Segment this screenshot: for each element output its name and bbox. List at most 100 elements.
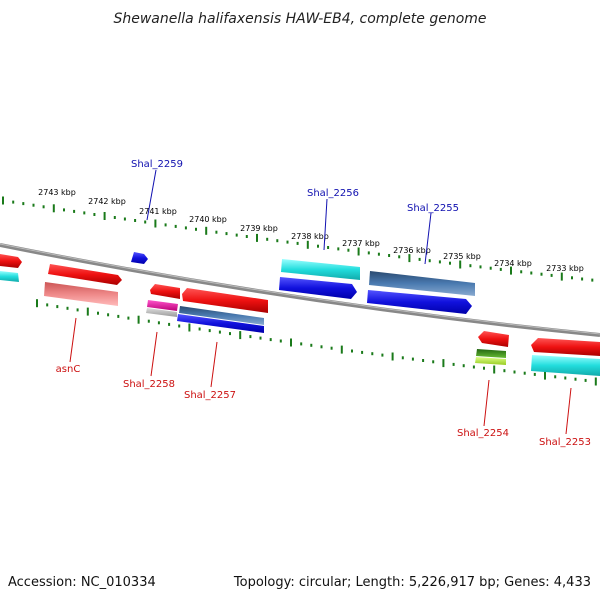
gene-feature-red[interactable] xyxy=(0,254,22,268)
kbp-label: 2734 kbp xyxy=(494,259,532,268)
label-leaders xyxy=(69,169,572,435)
minor-tick xyxy=(327,246,330,249)
gene-feature-steel[interactable] xyxy=(369,271,475,296)
minor-tick xyxy=(401,356,404,360)
minor-tick xyxy=(438,260,441,264)
minor-tick xyxy=(530,271,533,275)
minor-tick xyxy=(550,273,553,277)
minor-tick xyxy=(276,239,279,243)
major-tick xyxy=(256,233,258,242)
gene-feature-red[interactable] xyxy=(150,284,180,299)
minor-tick xyxy=(377,252,380,256)
map-title: Shewanella halifaxensis HAW-EB4, complet… xyxy=(113,11,486,27)
minor-tick xyxy=(266,237,269,241)
minor-tick xyxy=(195,227,197,231)
gene-feature-red[interactable] xyxy=(478,331,509,347)
minor-tick xyxy=(571,276,573,280)
gene-feature-green[interactable] xyxy=(476,349,506,358)
minor-tick xyxy=(483,366,485,370)
accession-text: Accession: NC_010334 xyxy=(8,575,156,590)
gene-feature-steel[interactable] xyxy=(179,306,264,325)
major-tick xyxy=(188,323,191,332)
minor-tick xyxy=(418,257,421,261)
gene-label-shal-2259[interactable]: Shal_2259 xyxy=(131,159,183,170)
minor-tick xyxy=(381,353,384,357)
minor-tick xyxy=(249,335,252,339)
minor-tick xyxy=(174,224,177,228)
gene-feature-lightgreen[interactable] xyxy=(475,357,506,365)
minor-tick xyxy=(229,332,231,336)
gene-label-shal-2255[interactable]: Shal_2255 xyxy=(407,203,459,214)
leader-line xyxy=(565,387,572,435)
minor-tick xyxy=(584,378,587,382)
minor-tick xyxy=(76,308,79,312)
minor-tick xyxy=(351,349,353,353)
gene-feature-pink[interactable] xyxy=(44,282,118,306)
minor-tick xyxy=(245,235,248,238)
gene-feature-magenta[interactable] xyxy=(147,300,178,311)
major-tick xyxy=(442,359,445,368)
minor-tick xyxy=(300,342,303,346)
major-tick xyxy=(459,260,462,269)
gene-feature-blue[interactable] xyxy=(367,290,472,314)
minor-tick xyxy=(83,211,86,215)
kbp-label: 2740 kbp xyxy=(189,215,227,224)
kbp-label: 2743 kbp xyxy=(38,188,76,197)
genome-backbone xyxy=(0,243,600,337)
gene-feature-red[interactable] xyxy=(48,264,122,285)
minor-tick xyxy=(513,370,516,374)
minor-tick xyxy=(317,244,319,248)
minor-tick xyxy=(452,362,455,366)
gene-label-shal-2253[interactable]: Shal_2253 xyxy=(539,437,591,448)
minor-tick xyxy=(296,241,299,245)
gene-feature-red[interactable] xyxy=(531,338,600,356)
minor-tick xyxy=(12,200,15,204)
gene-label-shal-2258[interactable]: Shal_2258 xyxy=(123,379,175,390)
gene-feature-blue[interactable] xyxy=(177,314,264,333)
gene-label-shal-2257[interactable]: Shal_2257 xyxy=(184,390,236,401)
minor-tick xyxy=(310,343,313,347)
gene-feature-cyan[interactable] xyxy=(531,355,600,376)
minor-tick xyxy=(499,267,502,271)
minor-tick xyxy=(93,213,96,216)
minor-tick xyxy=(73,209,76,213)
minor-tick xyxy=(422,359,425,362)
major-tick xyxy=(86,307,89,316)
major-tick xyxy=(52,204,55,213)
gene-label-asnc[interactable]: asnC xyxy=(56,364,81,375)
minor-tick xyxy=(523,371,526,375)
minor-tick xyxy=(134,219,137,222)
major-tick xyxy=(408,254,411,263)
minor-tick xyxy=(184,226,187,230)
gene-label-shal-2256[interactable]: Shal_2256 xyxy=(307,188,359,199)
minor-tick xyxy=(117,314,120,318)
major-tick xyxy=(391,352,394,361)
major-tick xyxy=(290,338,292,347)
kbp-label: 2736 kbp xyxy=(393,246,431,255)
gene-feature-blue[interactable] xyxy=(279,277,357,299)
minor-tick xyxy=(259,336,262,340)
minor-tick xyxy=(371,352,374,356)
scale-labels: 2743 kbp 2742 kbp 2741 kbp 2740 kbp 2739… xyxy=(38,188,584,273)
leader-line xyxy=(146,169,157,221)
leader-line xyxy=(210,341,218,388)
minor-tick xyxy=(564,376,567,380)
minor-tick xyxy=(330,346,333,350)
major-tick xyxy=(137,315,140,324)
minor-tick xyxy=(144,220,147,224)
gene-label-shal-2254[interactable]: Shal_2254 xyxy=(457,428,509,439)
genome-summary-text: Topology: circular; Length: 5,226,917 bp… xyxy=(233,575,591,590)
leader-line xyxy=(424,212,432,265)
gene-feature-grey[interactable] xyxy=(146,308,177,317)
minor-tick xyxy=(208,329,211,333)
minor-tick xyxy=(489,266,492,270)
gene-feature-cyan[interactable] xyxy=(0,271,19,282)
minor-tick xyxy=(591,278,594,282)
kbp-label: 2739 kbp xyxy=(240,224,278,233)
kbp-label: 2738 kbp xyxy=(291,232,329,241)
kbp-label: 2733 kbp xyxy=(546,264,584,273)
leader-line xyxy=(69,317,77,363)
gene-feature-red[interactable] xyxy=(182,288,268,313)
gene-feature-blue[interactable] xyxy=(131,252,148,264)
gene-feature-cyan[interactable] xyxy=(281,259,360,280)
